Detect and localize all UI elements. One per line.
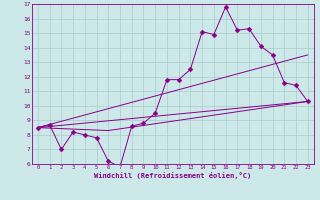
X-axis label: Windchill (Refroidissement éolien,°C): Windchill (Refroidissement éolien,°C)	[94, 172, 252, 179]
